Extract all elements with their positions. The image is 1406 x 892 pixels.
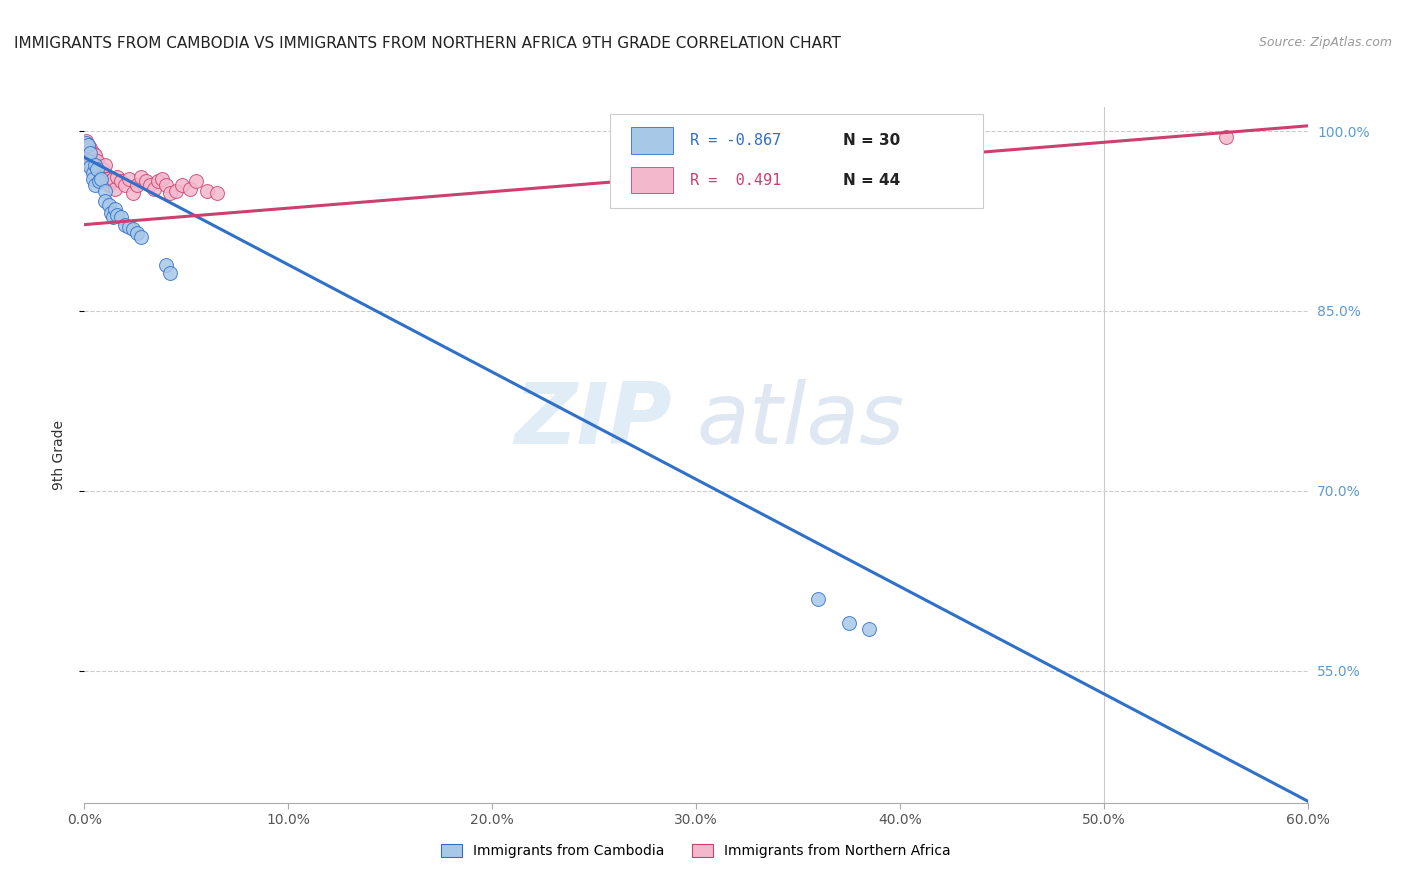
Point — [127, 226, 149, 240]
Point — [165, 184, 187, 198]
Point — [96, 172, 118, 186]
Point — [79, 145, 101, 160]
Point — [97, 198, 120, 212]
Point — [83, 158, 105, 172]
Point — [79, 150, 101, 164]
Point — [90, 172, 112, 186]
Point — [138, 178, 160, 192]
Point — [83, 158, 105, 172]
Point — [82, 154, 104, 169]
Point — [104, 181, 127, 195]
Point — [77, 138, 100, 153]
Point — [91, 162, 114, 177]
Point — [114, 178, 136, 192]
Point — [86, 162, 108, 177]
Point — [685, 158, 707, 172]
Point — [79, 160, 101, 174]
Point — [127, 178, 149, 192]
Point — [146, 174, 169, 188]
Point — [838, 615, 860, 630]
FancyBboxPatch shape — [631, 128, 672, 153]
Point — [155, 259, 177, 273]
Point — [118, 219, 141, 234]
Point — [155, 178, 177, 192]
Point — [186, 174, 208, 188]
Point — [97, 178, 120, 192]
Point — [83, 178, 105, 192]
Point — [82, 172, 104, 186]
Point — [75, 134, 97, 148]
Y-axis label: 9th Grade: 9th Grade — [52, 420, 66, 490]
Point — [131, 229, 153, 244]
Point — [86, 154, 108, 169]
Point — [179, 181, 201, 195]
Point — [110, 211, 132, 225]
Text: N = 30: N = 30 — [842, 133, 900, 148]
Point — [135, 174, 157, 188]
Point — [86, 162, 108, 177]
Text: N = 44: N = 44 — [842, 172, 900, 187]
Point — [131, 169, 153, 184]
Point — [172, 178, 194, 192]
FancyBboxPatch shape — [631, 167, 672, 194]
Point — [77, 154, 100, 169]
Point — [93, 194, 115, 208]
Point — [1215, 130, 1237, 145]
Point — [90, 166, 112, 180]
Point — [77, 148, 100, 162]
Point — [159, 186, 181, 201]
Point — [118, 172, 141, 186]
Point — [75, 136, 97, 150]
Point — [87, 174, 110, 188]
Point — [110, 174, 132, 188]
Point — [105, 169, 128, 184]
Point — [114, 218, 136, 232]
Point — [105, 208, 128, 222]
Point — [159, 266, 181, 280]
Point — [87, 160, 110, 174]
Point — [195, 184, 218, 198]
Point — [858, 622, 880, 636]
Point — [100, 174, 122, 188]
Point — [807, 591, 830, 606]
Text: Source: ZipAtlas.com: Source: ZipAtlas.com — [1258, 36, 1392, 49]
Text: IMMIGRANTS FROM CAMBODIA VS IMMIGRANTS FROM NORTHERN AFRICA 9TH GRADE CORRELATIO: IMMIGRANTS FROM CAMBODIA VS IMMIGRANTS F… — [14, 36, 841, 51]
Point — [93, 158, 115, 172]
Text: atlas: atlas — [696, 378, 904, 462]
Point — [205, 186, 228, 201]
Point — [100, 205, 122, 219]
Legend: Immigrants from Cambodia, Immigrants from Northern Africa: Immigrants from Cambodia, Immigrants fro… — [434, 838, 957, 865]
Text: R =  0.491: R = 0.491 — [690, 172, 782, 187]
Point — [79, 141, 101, 155]
Point — [101, 211, 124, 225]
Text: R = -0.867: R = -0.867 — [690, 133, 782, 148]
FancyBboxPatch shape — [610, 114, 983, 208]
Point — [122, 222, 145, 236]
Point — [79, 158, 101, 172]
Point — [77, 138, 100, 153]
Point — [101, 172, 124, 186]
Point — [75, 142, 97, 156]
Point — [142, 181, 165, 195]
Point — [150, 172, 173, 186]
Point — [82, 166, 104, 180]
Point — [104, 202, 127, 216]
Point — [122, 186, 145, 201]
Point — [82, 145, 104, 160]
Text: ZIP: ZIP — [513, 378, 672, 462]
Point — [93, 184, 115, 198]
Point — [83, 148, 105, 162]
